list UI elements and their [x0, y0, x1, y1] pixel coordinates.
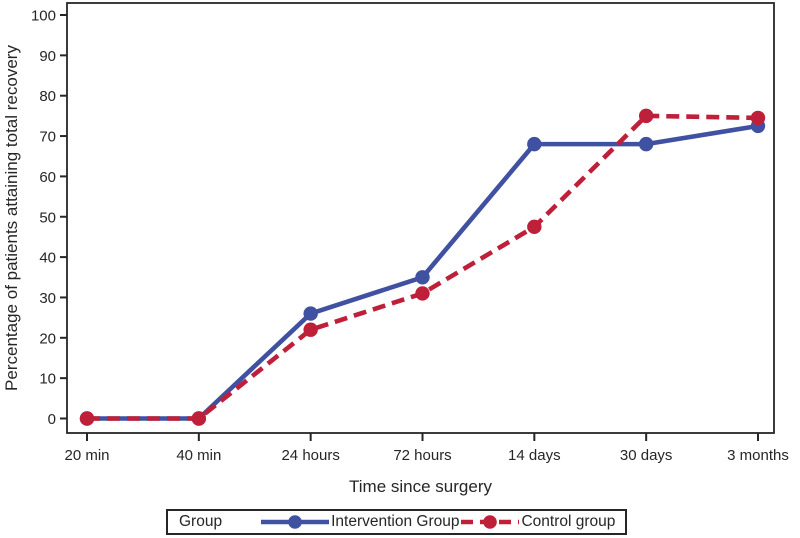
- plot-frame: [66, 2, 775, 434]
- x-axis-title: Time since surgery: [349, 477, 492, 496]
- y-tick-label: 20: [39, 330, 56, 347]
- x-tick-label: 20 min: [64, 447, 109, 464]
- control-line-sample-icon: [461, 515, 520, 529]
- y-tick-label: 50: [39, 209, 56, 226]
- data-point-marker: [638, 136, 654, 152]
- x-tick-label: 40 min: [176, 447, 221, 464]
- intervention-line-sample-icon: [261, 515, 330, 529]
- x-tick-label: 3 months: [727, 447, 789, 464]
- y-tick-label: 60: [39, 169, 56, 186]
- data-point-marker: [750, 110, 766, 126]
- y-tick-label: 80: [39, 88, 56, 105]
- y-tick-label: 40: [39, 250, 56, 267]
- y-axis-title: Percentage of patients attaining total r…: [2, 45, 21, 391]
- data-point-marker: [527, 136, 542, 152]
- x-tick-label: 72 hours: [393, 447, 451, 464]
- y-tick-label: 30: [39, 290, 56, 307]
- data-point-marker: [79, 411, 95, 426]
- x-tick-label: 30 days: [620, 447, 673, 464]
- series-line-1: [87, 113, 759, 421]
- chart-legend: Group Intervention Group Control group: [166, 509, 628, 535]
- x-tick-label: 24 hours: [281, 447, 339, 464]
- data-point-marker: [415, 286, 430, 301]
- data-point-marker: [191, 411, 207, 426]
- data-point-marker: [303, 306, 318, 321]
- y-tick-label: 10: [39, 371, 56, 388]
- y-tick-label: 100: [31, 8, 56, 25]
- legend-title: Group: [179, 513, 223, 530]
- legend-label-control-group: Control group: [521, 513, 616, 530]
- y-tick-label: 70: [39, 129, 56, 146]
- y-tick-label: 90: [39, 48, 56, 65]
- legend-label-intervention-group: Intervention Group: [331, 513, 460, 530]
- x-tick-label: 14 days: [508, 447, 561, 464]
- data-point-marker: [303, 322, 318, 337]
- data-point-marker: [527, 219, 542, 235]
- y-tick-label: 0: [48, 411, 56, 428]
- data-point-marker: [415, 270, 430, 285]
- data-point-marker: [638, 108, 654, 124]
